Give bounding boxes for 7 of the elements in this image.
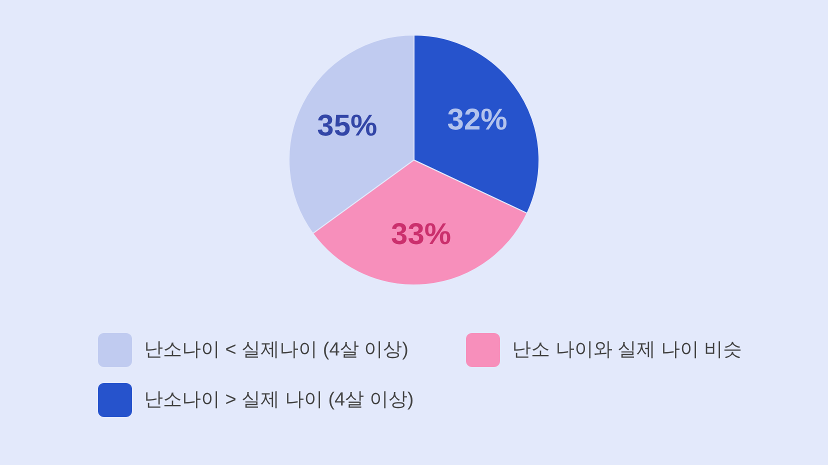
pie: 35% 33% 32%	[288, 34, 540, 286]
data-label: 33%	[391, 218, 452, 252]
data-label: 32%	[447, 103, 508, 136]
legend-label: 난소 나이와 실제 나이 비슷	[512, 340, 742, 360]
legend-label: 난소나이 < 실제나이 (4살 이상)	[144, 340, 408, 360]
legend-label: 난소나이 > 실제 나이 (4살 이상)	[144, 390, 414, 410]
data-label: 35%	[317, 109, 378, 142]
